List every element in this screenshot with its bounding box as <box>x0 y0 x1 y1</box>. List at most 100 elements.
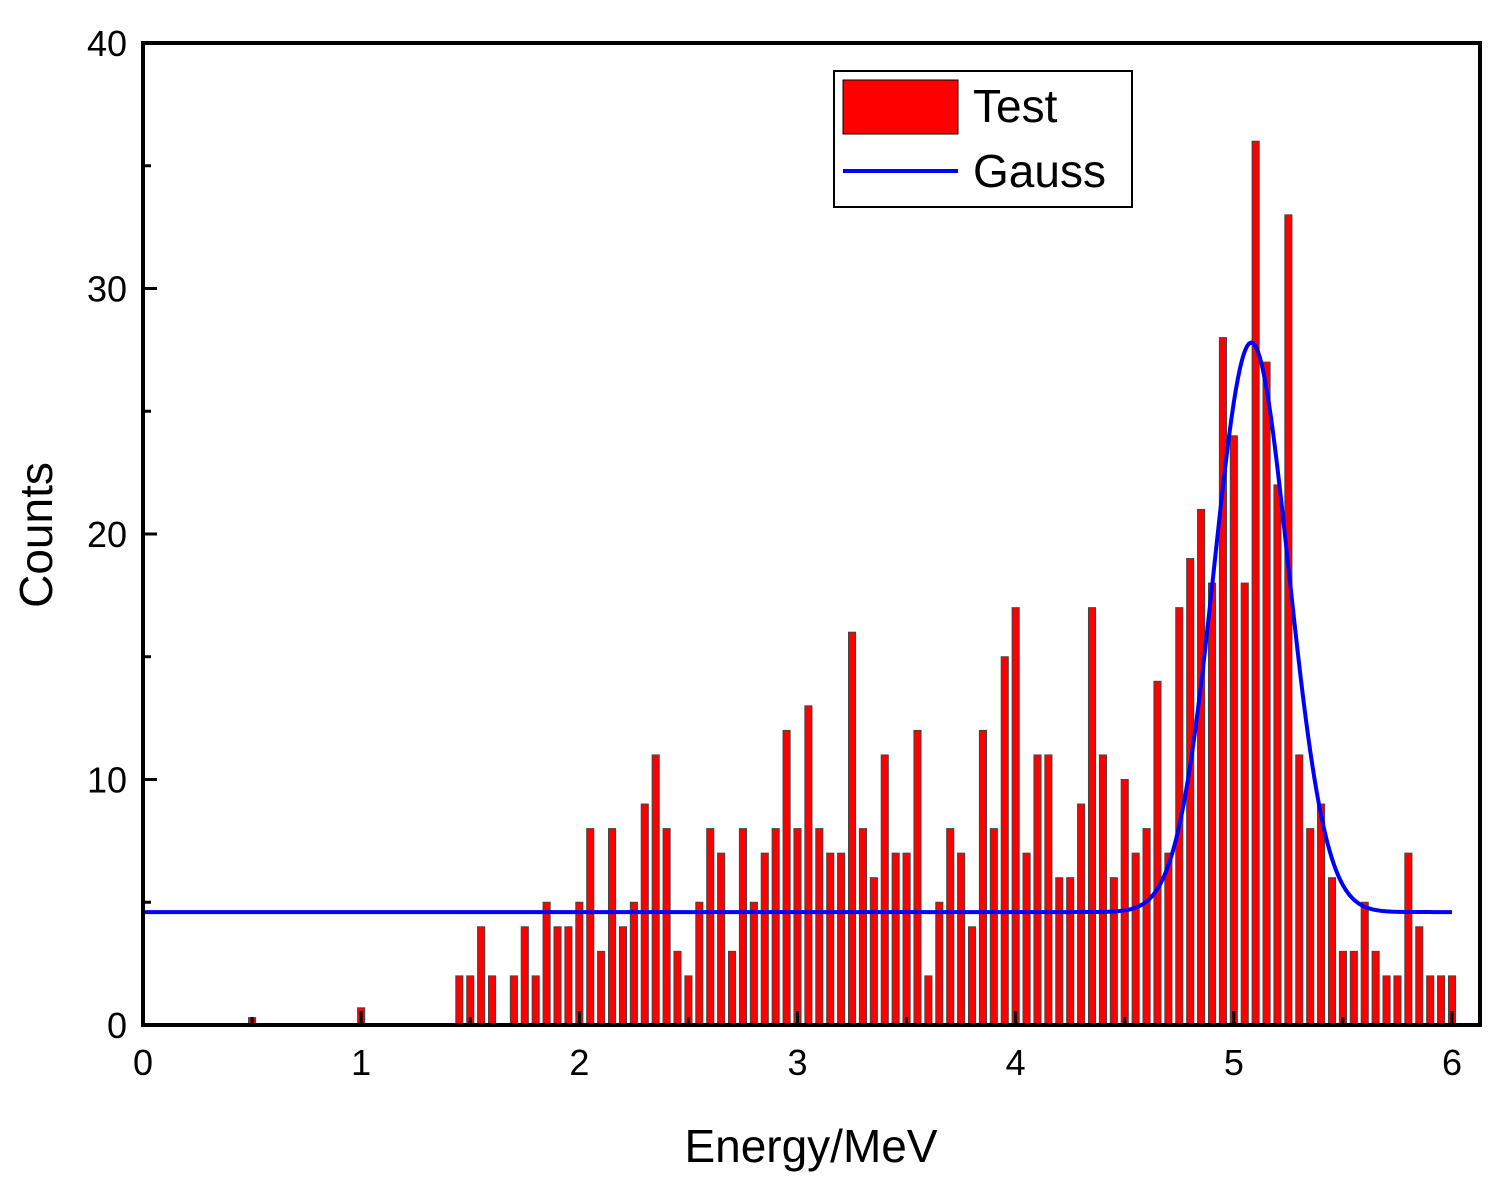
histogram-bar <box>782 729 791 1026</box>
x-tick-label: 6 <box>1442 1042 1462 1083</box>
histogram-bar <box>1284 214 1293 1026</box>
histogram-bar <box>1120 779 1129 1026</box>
x-tick-label: 2 <box>569 1042 589 1083</box>
histogram-bar <box>608 828 617 1026</box>
plot-frame <box>141 41 1482 1027</box>
histogram-bar <box>738 828 747 1026</box>
curve-layer <box>143 340 1452 915</box>
histogram-bar <box>1022 852 1031 1026</box>
x-tick-label: 4 <box>1006 1042 1026 1083</box>
histogram-bar <box>1131 852 1140 1026</box>
legend-swatch-test <box>842 79 959 135</box>
histogram-bar <box>771 828 780 1026</box>
histogram-bar <box>553 926 562 1026</box>
histogram-bar <box>1066 877 1075 1026</box>
x-tick-label: 1 <box>351 1042 371 1083</box>
histogram-bar <box>1164 852 1173 1026</box>
histogram-bar <box>858 828 867 1026</box>
histogram-bar <box>869 877 878 1026</box>
histogram-bar <box>957 852 966 1026</box>
histogram-bar <box>629 901 638 1026</box>
histogram-bar <box>1229 435 1238 1026</box>
histogram-bar <box>1011 607 1020 1026</box>
histogram-bar <box>1055 877 1064 1026</box>
histogram-bar <box>1327 877 1337 1026</box>
histogram-bar <box>1087 607 1097 1026</box>
histogram-bar <box>815 828 824 1026</box>
x-tick-label: 5 <box>1224 1042 1244 1083</box>
histogram-bar <box>978 729 987 1026</box>
histogram-bar <box>902 852 911 1026</box>
histogram-bar <box>935 901 944 1026</box>
histogram-bar <box>1197 508 1206 1026</box>
y-tick-label: 20 <box>87 514 127 555</box>
legend-label-gauss: Gauss <box>973 145 1106 197</box>
histogram-bar <box>1000 656 1009 1026</box>
histogram-bar <box>1393 975 1402 1026</box>
histogram-bar <box>924 975 933 1026</box>
histogram-bar <box>1437 975 1446 1026</box>
x-tick-label: 3 <box>787 1042 807 1083</box>
histogram-bar <box>1338 950 1347 1026</box>
histogram-bar <box>1153 680 1162 1026</box>
histogram-bar <box>695 901 704 1026</box>
histogram-bar <box>717 852 726 1026</box>
y-tick-label: 10 <box>87 760 127 801</box>
histogram-bar <box>1044 754 1053 1026</box>
histogram-bar <box>673 950 682 1026</box>
histogram-bar <box>1360 901 1369 1026</box>
histogram-bar <box>597 950 606 1026</box>
histogram-bar <box>1262 361 1271 1026</box>
histogram-bar <box>531 975 540 1026</box>
histogram-bar <box>1207 582 1217 1026</box>
histogram-bar <box>891 852 900 1026</box>
histogram-bar <box>1273 484 1282 1026</box>
histogram-bar <box>946 828 955 1026</box>
histogram-bar <box>793 828 802 1026</box>
y-axis-title: Counts <box>10 462 62 608</box>
histogram-bar <box>1382 975 1391 1026</box>
x-axis-title: Energy/MeV <box>684 1120 937 1172</box>
y-tick-label: 0 <box>107 1005 127 1046</box>
histogram-bar <box>1098 754 1107 1026</box>
histogram-bar <box>586 828 595 1026</box>
histogram-bar <box>1295 754 1304 1026</box>
histogram-bar <box>1077 803 1086 1026</box>
gauss-fit-line <box>143 340 1452 915</box>
histogram-bar <box>651 754 660 1026</box>
histogram-bar <box>760 852 769 1026</box>
histogram-bar <box>728 950 737 1026</box>
histogram-bar <box>1306 828 1315 1026</box>
histogram-bar <box>749 901 758 1026</box>
histogram-bar <box>1142 828 1151 1026</box>
histogram-bar <box>640 803 649 1026</box>
histogram-bar <box>1218 337 1227 1026</box>
histogram-bar <box>488 975 497 1026</box>
histogram-bar <box>542 901 551 1026</box>
histogram-bar <box>1033 754 1042 1026</box>
histogram-bar <box>804 705 813 1026</box>
histogram-bar <box>967 926 977 1026</box>
histogram-bar <box>1251 140 1260 1026</box>
y-tick-label: 40 <box>87 23 127 64</box>
histogram-bar <box>1426 975 1435 1026</box>
histogram-bar <box>1404 852 1413 1026</box>
histogram-bar <box>880 754 889 1026</box>
histogram-bar <box>662 828 671 1026</box>
histogram-bar <box>455 975 464 1026</box>
histogram-bar <box>1415 926 1424 1026</box>
x-tick-label: 0 <box>133 1042 153 1083</box>
histogram-bar <box>826 852 835 1026</box>
legend-label-test: Test <box>973 80 1058 132</box>
histogram-bar <box>1109 877 1118 1026</box>
histogram-bar <box>509 975 518 1026</box>
histogram-bar <box>520 926 529 1026</box>
histogram-bar <box>564 926 573 1026</box>
histogram-bar <box>1240 582 1249 1026</box>
histogram-bar <box>706 828 715 1026</box>
histogram-bar <box>1371 950 1380 1026</box>
histogram-bar <box>618 926 628 1026</box>
legend: Test Gauss <box>833 70 1133 208</box>
histogram-bar <box>913 729 922 1026</box>
